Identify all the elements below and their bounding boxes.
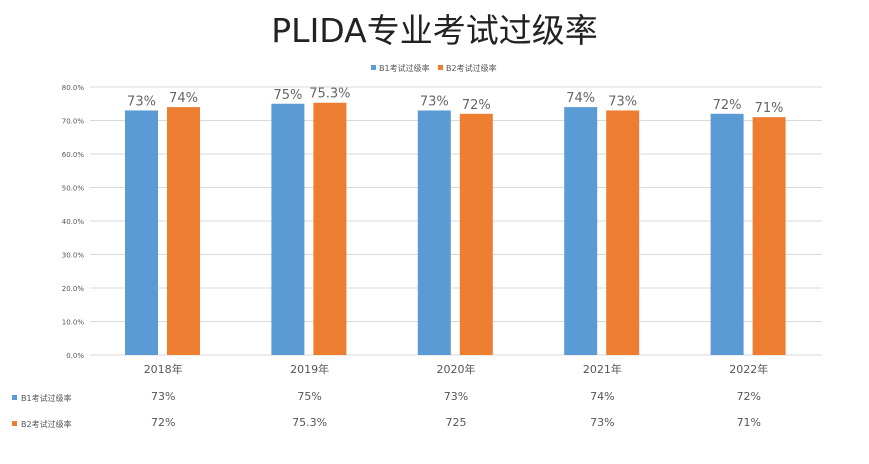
data-label: 71% [755,101,784,116]
data-label: 72% [713,98,742,113]
x-tick-label: 2018年 [144,362,183,376]
bar-b2 [167,107,200,355]
data-table-cell: 75% [297,390,321,403]
data-table-cell: 72% [737,390,761,403]
chart-title: PLIDA专业考试过级率 [271,11,598,50]
bar-b1 [417,110,451,355]
bar-b2 [313,102,347,356]
data-label: 74% [566,91,595,106]
data-table-cell: 74% [590,390,614,403]
data-label: 73% [420,94,449,109]
y-tick-label: 50.0% [62,185,85,193]
bar-b1 [271,103,305,355]
bar-b2 [459,113,493,355]
data-label: 74% [169,91,198,106]
data-label: 72% [462,98,491,113]
data-label: 75% [273,88,302,103]
data-label: 75.3% [309,87,350,102]
y-tick-label: 30.0% [62,252,85,260]
data-table-cell: 725 [446,416,467,429]
legend-label: B2考试过级率 [446,63,497,73]
table-legend-swatch [12,421,17,426]
bar-b1 [564,107,598,355]
data-table-cell: 73% [151,390,175,403]
bar-b2 [752,117,786,356]
data-label: 73% [608,94,637,109]
data-label: 73% [127,94,156,109]
y-tick-label: 80.0% [62,84,85,92]
data-table-cell: 73% [590,416,614,429]
bar-b1 [710,113,744,355]
bar-b1 [125,110,158,355]
legend-label: B1考试过级率 [379,63,430,73]
table-legend-swatch [12,395,17,400]
y-tick-label: 60.0% [62,151,85,159]
data-table-cell: 73% [444,390,468,403]
legend-swatch [371,65,376,70]
y-tick-label: 10.0% [62,319,85,327]
bar-b2 [606,110,640,355]
data-table-cell: 71% [737,416,761,429]
data-table-cell: 75.3% [292,416,327,429]
data-table-cell: 72% [151,416,175,429]
table-row-label: B1考试过级率 [21,393,72,403]
y-tick-label: 40.0% [62,218,85,226]
legend-swatch [438,65,443,70]
y-tick-label: 0.0% [66,352,84,360]
x-tick-label: 2022年 [729,362,768,376]
table-row-label: B2考试过级率 [21,419,72,429]
y-tick-label: 70.0% [62,118,85,126]
x-tick-label: 2019年 [290,362,329,376]
y-tick-label: 20.0% [62,285,85,293]
x-tick-label: 2020年 [437,362,476,376]
x-tick-label: 2021年 [583,362,622,376]
